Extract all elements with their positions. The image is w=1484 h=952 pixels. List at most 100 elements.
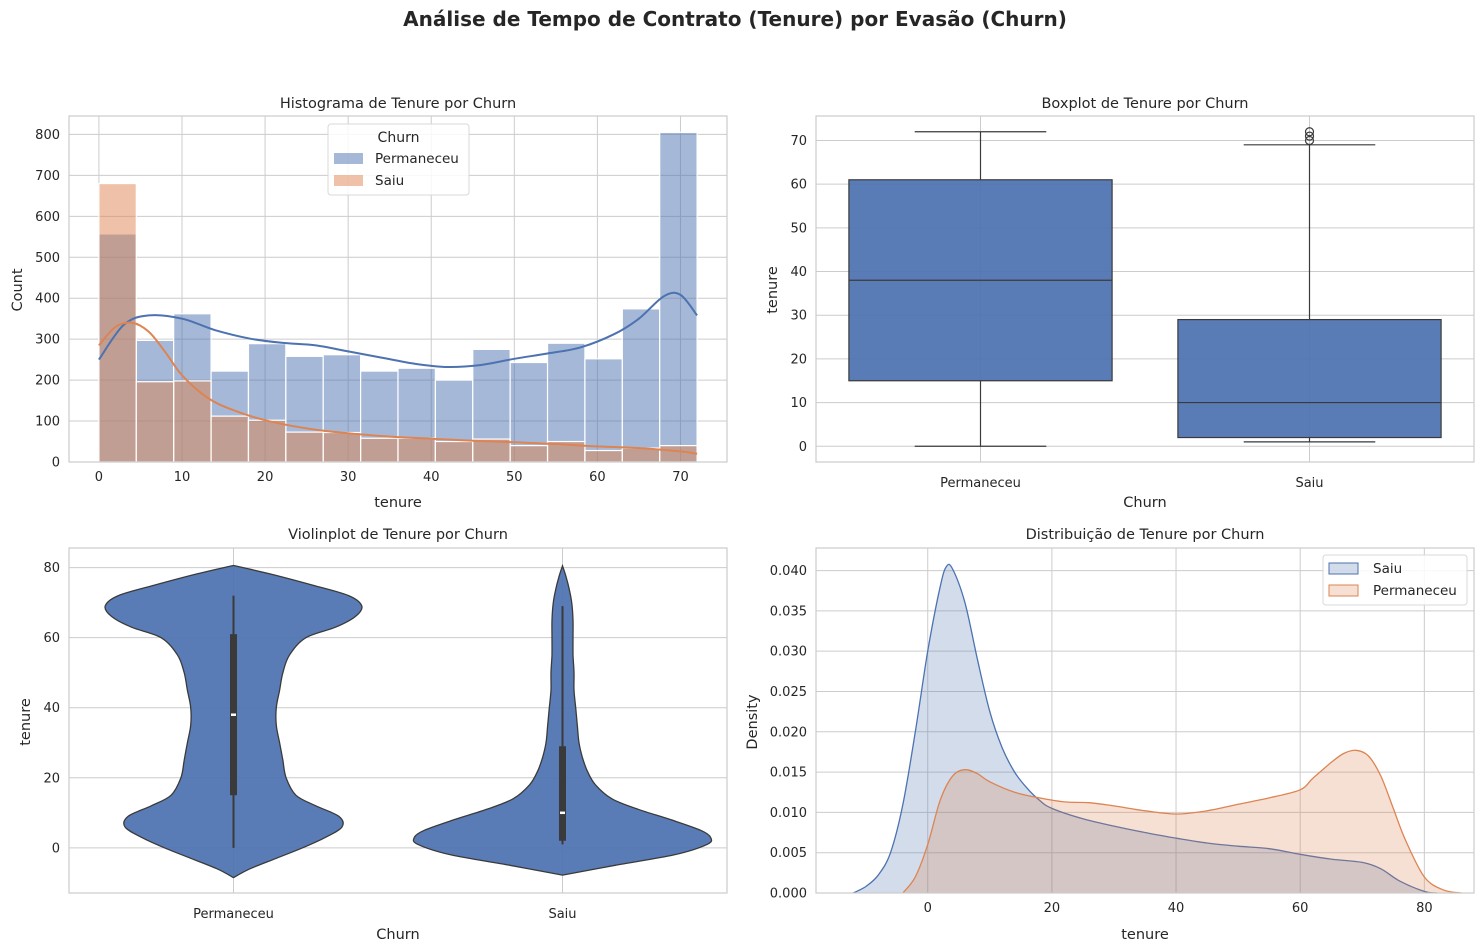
kde-frame: [815, 547, 1475, 894]
kde-y-tick-label: 0.010: [770, 806, 807, 821]
kde-x-tick-label: 0: [924, 901, 932, 916]
density-panel: Distribuição de Tenure por Churn tenure …: [745, 527, 1475, 943]
hist-bar-saiu: [135, 381, 175, 463]
kde-x-tick-label: 20: [1044, 901, 1061, 916]
box-frame: [815, 115, 1475, 463]
hist-frame: [68, 115, 728, 463]
hist-bar-saiu: [210, 415, 250, 463]
hist-bar-saiu: [247, 419, 287, 463]
violin-y-tick-label: 20: [43, 771, 60, 786]
violinplot-title: Violinplot de Tenure por Churn: [288, 527, 508, 543]
box-y-tick-label: 30: [790, 309, 807, 324]
kde-line-saiu: [852, 563, 1437, 894]
box-y-tick-label: 60: [790, 178, 807, 193]
kde-legend-box: [1322, 554, 1468, 606]
hist-y-tick-label: 600: [35, 210, 60, 225]
hist-x-tick-label: 70: [672, 470, 689, 485]
hist-bar-saiu: [434, 440, 474, 463]
hist-legend-title: Churn: [378, 130, 420, 146]
hist-x-tick-label: 40: [423, 470, 440, 485]
kde-x-tick-label: 40: [1168, 901, 1185, 916]
hist-x-tick-label: 60: [589, 470, 606, 485]
boxplot-ylabel: tenure: [765, 266, 781, 314]
boxplot-panel: Boxplot de Tenure por Churn Churn tenure…: [765, 96, 1475, 511]
hist-bar-saiu: [397, 437, 436, 463]
hist-y-tick-label: 400: [35, 292, 60, 307]
hist-x-tick-label: 20: [257, 470, 274, 485]
kde-y-tick-label: 0.040: [770, 564, 807, 579]
kde-y-tick-label: 0.020: [770, 725, 807, 740]
histogram-panel: Histograma de Tenure por Churn tenure Co…: [10, 96, 728, 511]
hist-y-tick-label: 100: [35, 415, 60, 430]
hist-bar-saiu: [621, 447, 661, 463]
kde-x-tick-label: 80: [1416, 901, 1433, 916]
violin-frame: [68, 547, 728, 894]
violinplot-ylabel: tenure: [18, 698, 34, 746]
hist-y-tick-label: 0: [52, 456, 60, 471]
violinplot-panel: Violinplot de Tenure por Churn Churn ten…: [18, 527, 728, 943]
hist-y-tick-label: 300: [35, 333, 60, 348]
hist-bar-permaneceu: [659, 131, 698, 463]
hist-y-tick-label: 800: [35, 128, 60, 143]
box-y-tick-label: 70: [790, 134, 807, 149]
hist-kde-line-saiu: [98, 321, 698, 455]
violin-y-tick-label: 80: [43, 561, 60, 576]
box-y-tick-label: 20: [790, 352, 807, 367]
hist-legend-label-saiu: Saiu: [375, 173, 404, 189]
hist-legend-box: [327, 123, 470, 196]
hist-y-tick-label: 200: [35, 374, 60, 389]
kde-y-tick-label: 0.025: [770, 685, 807, 700]
hist-bar-permaneceu: [621, 308, 661, 463]
kde-legend-label-permaneceu: Permaneceu: [1373, 583, 1457, 599]
kde-area-saiu: [853, 564, 1437, 893]
hist-kde-line-permaneceu: [98, 291, 698, 369]
violin-y-tick-label: 40: [43, 701, 60, 716]
histogram-xlabel: tenure: [374, 495, 422, 511]
violinplot-xlabel: Churn: [376, 927, 419, 943]
kde-y-tick-label: 0.000: [770, 887, 807, 902]
hist-x-tick-label: 0: [95, 470, 103, 485]
box-y-tick-label: 0: [799, 440, 807, 455]
kde-line-permaneceu: [902, 749, 1462, 894]
violin-x-tick-label: Saiu: [548, 907, 576, 922]
hist-legend-swatch-permaneceu: [334, 153, 363, 164]
kde-x-tick-label: 60: [1292, 901, 1309, 916]
hist-bar-saiu: [584, 449, 623, 463]
violin-y-tick-label: 0: [52, 841, 60, 856]
box-iqr-saiu: [1177, 318, 1442, 439]
boxplot-title: Boxplot de Tenure por Churn: [1041, 96, 1248, 112]
hist-legend-label-permaneceu: Permaneceu: [375, 151, 459, 167]
density-ylabel: Density: [745, 694, 761, 750]
box-x-tick-label: Permaneceu: [940, 476, 1021, 491]
box-outlier-saiu: [1304, 131, 1315, 141]
box-y-tick-label: 40: [790, 265, 807, 280]
kde-legend-label-saiu: Saiu: [1373, 561, 1402, 577]
density-title: Distribuição de Tenure por Churn: [1026, 527, 1265, 543]
hist-legend-swatch-saiu: [334, 175, 363, 186]
histogram-ylabel: Count: [10, 268, 26, 311]
box-y-tick-label: 10: [790, 396, 807, 411]
boxplot-xlabel: Churn: [1123, 495, 1166, 511]
figure-title: Análise de Tempo de Contrato (Tenure) po…: [403, 7, 1067, 31]
hist-bar-saiu: [322, 431, 362, 463]
box-outlier-saiu: [1304, 127, 1315, 137]
violin-y-tick-label: 60: [43, 631, 60, 646]
kde-y-tick-label: 0.015: [770, 766, 807, 781]
box-x-tick-label: Saiu: [1295, 476, 1323, 491]
kde-y-tick-label: 0.030: [770, 645, 807, 660]
hist-bar-saiu: [509, 445, 549, 463]
kde-area-permaneceu: [902, 750, 1462, 893]
hist-bar-saiu: [173, 380, 212, 463]
hist-x-tick-label: 30: [340, 470, 357, 485]
kde-y-tick-label: 0.035: [770, 604, 807, 619]
violin-x-tick-label: Permaneceu: [193, 907, 274, 922]
box-y-tick-label: 50: [790, 221, 807, 236]
hist-bar-saiu: [360, 437, 399, 463]
kde-legend-swatch-permaneceu: [1328, 584, 1359, 597]
histogram-title: Histograma de Tenure por Churn: [280, 96, 516, 112]
hist-x-tick-label: 10: [174, 470, 191, 485]
hist-y-tick-label: 700: [35, 169, 60, 184]
kde-legend-swatch-saiu: [1328, 562, 1359, 575]
kde-y-tick-label: 0.005: [770, 846, 807, 861]
